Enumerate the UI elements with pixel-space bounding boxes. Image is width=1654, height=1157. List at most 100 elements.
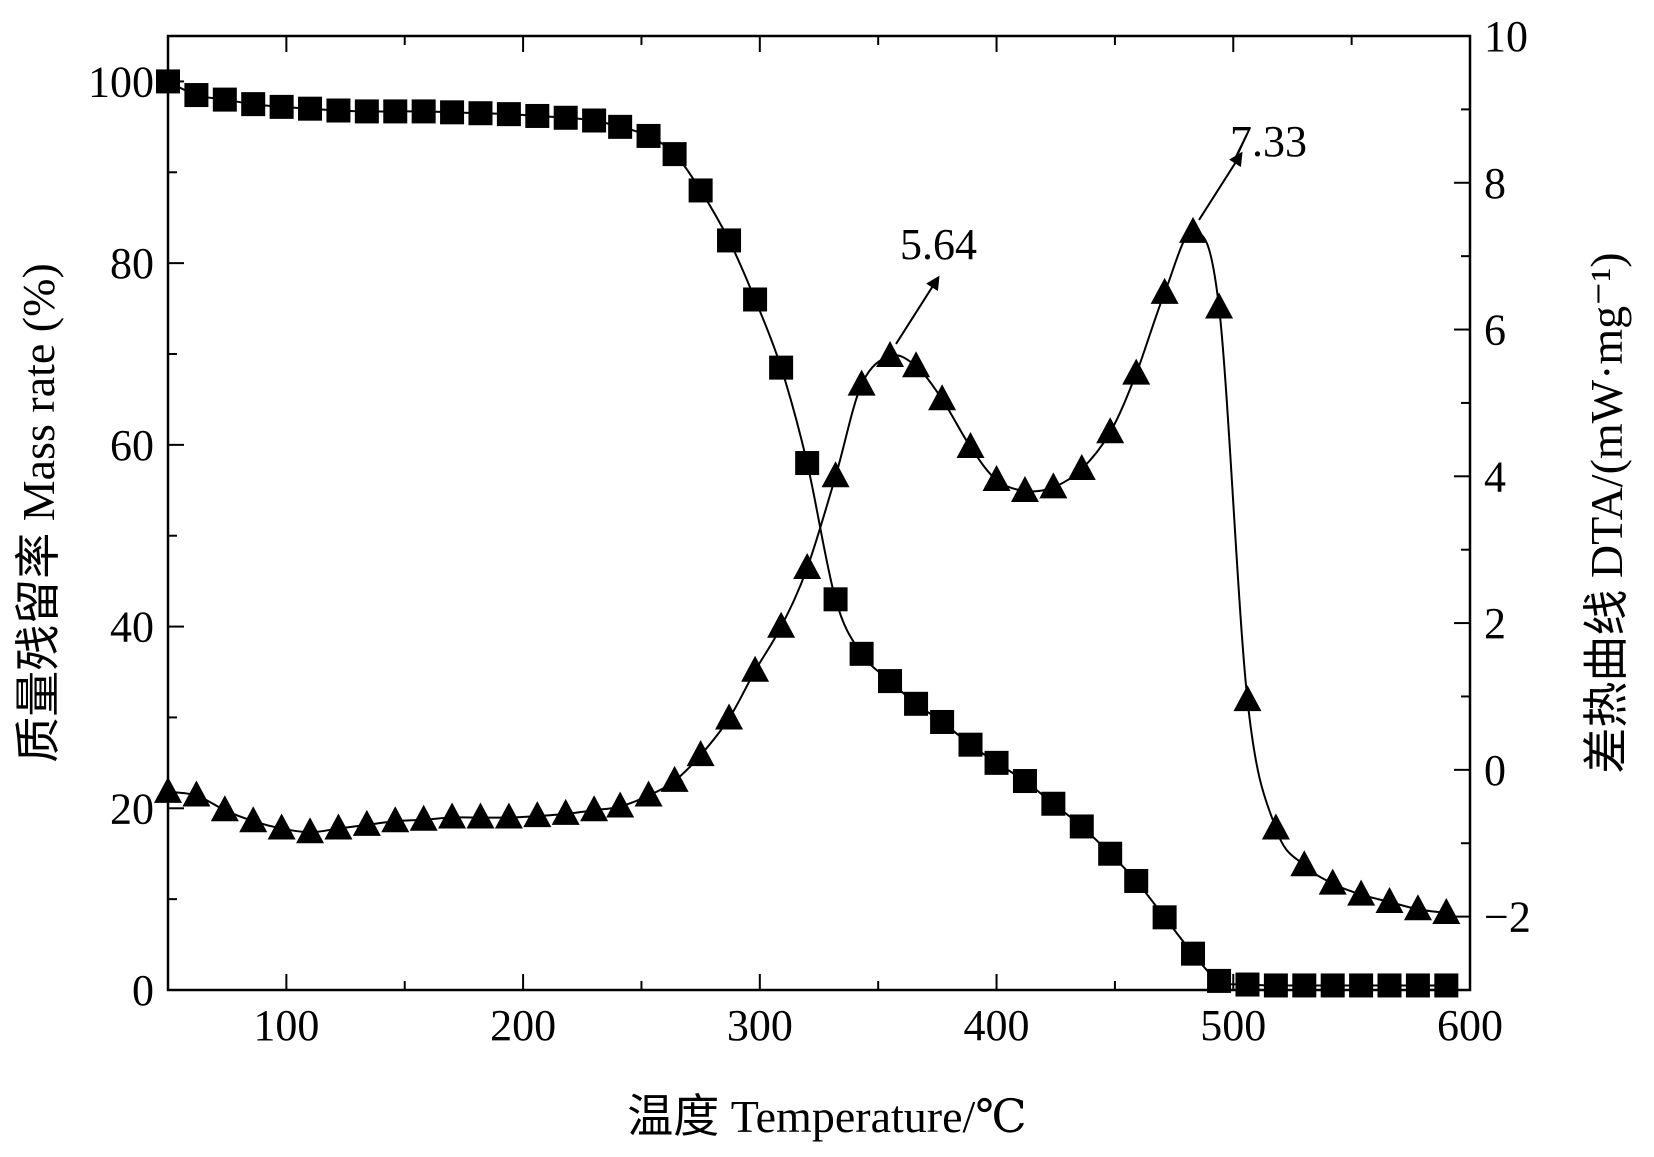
mass-rate-point [608,114,633,139]
mass-rate-point [930,709,955,734]
mass-rate-point [1349,973,1374,998]
dta-point [1205,292,1234,319]
dta-point [324,813,353,840]
y2-tick-label: 10 [1484,12,1528,61]
dta-point [1010,475,1039,502]
dta-point [523,801,552,828]
dta-point [494,802,523,829]
dta-point [381,806,410,833]
dta-point [686,740,715,767]
mass-rate-point [354,99,379,124]
plot-frame [166,34,1472,992]
mass-rate-point [1263,973,1288,998]
dta-point [1096,417,1125,444]
mass-rate-point [823,587,848,612]
mass-rate-point [156,69,180,94]
mass-rate-point [795,451,820,476]
dta-point [821,461,850,488]
mass-rate-point [383,99,408,124]
mass-rate-point [1124,868,1149,893]
dta-point [580,795,609,822]
dta-point [715,703,744,730]
dta-point [296,817,325,844]
dta-point [1233,685,1262,712]
dta-point [210,795,239,822]
mass-rate-point [636,123,661,148]
dta-point [239,806,268,833]
dta-point [767,611,796,638]
dta-point [982,464,1011,491]
mass-rate-point [1292,973,1317,998]
x-axis-ticks: 100 200 300 400 500 600 [167,36,1503,1050]
mass-rate-point [1181,941,1206,966]
mass-rate-point [688,178,713,203]
x-axis-title: 温度 Temperature/℃ [627,1091,1027,1142]
dta-point [1039,472,1068,499]
dta-point [741,655,770,682]
mass-rate-line [167,80,1447,987]
y2-tick-label: 2 [1484,599,1506,648]
mass-rate-point [717,228,742,253]
mass-rate-point [878,669,903,694]
y2-tick-label: 8 [1484,159,1506,208]
dta-point [1122,358,1151,385]
dta-point [847,369,876,396]
mass-rate-point [1012,769,1037,794]
dta-point [660,765,689,792]
annotation-label-peak-1: 5.64 [900,220,977,269]
mass-rate-point [212,87,237,112]
y-tick-label: 100 [88,57,154,106]
mass-rate-point [525,103,550,128]
mass-rate-point [1152,905,1177,930]
y2-axis-ticks: −2 0 2 4 6 8 10 [1454,12,1531,991]
y2-tick-label: 6 [1484,306,1506,355]
dta-point [1179,216,1208,243]
dta-point [1432,897,1461,924]
dta-point [1403,894,1432,921]
mass-rate-point [468,101,493,126]
y2-axis-title: 差热曲线 DTA/(mW·mg⁻¹) [1581,252,1632,773]
y2-tick-label: 4 [1484,452,1506,501]
y-tick-label: 0 [132,966,154,1015]
mass-rate-point [904,691,929,716]
mass-rate-point [1069,814,1094,839]
x-tick-label: 100 [253,1001,319,1050]
dta-point [1290,850,1319,877]
mass-rate-point [1377,973,1402,998]
mass-rate-point [958,732,983,757]
y2-tick-label: −2 [1484,893,1531,942]
dta-point [902,351,931,378]
dta-point [1150,277,1179,304]
mass-rate-point [496,102,521,127]
dta-point [352,809,381,836]
y-tick-label: 40 [110,603,154,652]
annotation-label-peak-2: 7.33 [1230,117,1307,166]
dta-point [409,804,438,831]
annotation-arrow-peak-2 [1198,151,1243,221]
dta-point [1261,813,1290,840]
dta-point [634,780,663,807]
mass-rate-point [1098,841,1123,866]
x-tick-label: 500 [1200,1001,1266,1050]
x-tick-label: 300 [727,1001,793,1050]
series-markers [154,69,1461,998]
mass-rate-point [582,108,607,133]
mass-rate-point [440,100,465,125]
y-tick-label: 20 [110,784,154,833]
dta-point [438,802,467,829]
dta-point [928,384,957,411]
dta-point [1318,868,1347,895]
x-tick-label: 200 [490,1001,556,1050]
mass-rate-point [662,142,687,167]
y-tick-label: 80 [110,239,154,288]
mass-rate-point [241,92,266,117]
mass-rate-point [1235,972,1260,997]
mass-rate-point [769,355,794,380]
y2-tick-label: 0 [1484,746,1506,795]
mass-rate-point [184,83,209,108]
dta-point [1347,879,1376,906]
dta-point [1375,886,1404,913]
mass-rate-point [269,94,294,119]
mass-rate-point [743,287,768,312]
